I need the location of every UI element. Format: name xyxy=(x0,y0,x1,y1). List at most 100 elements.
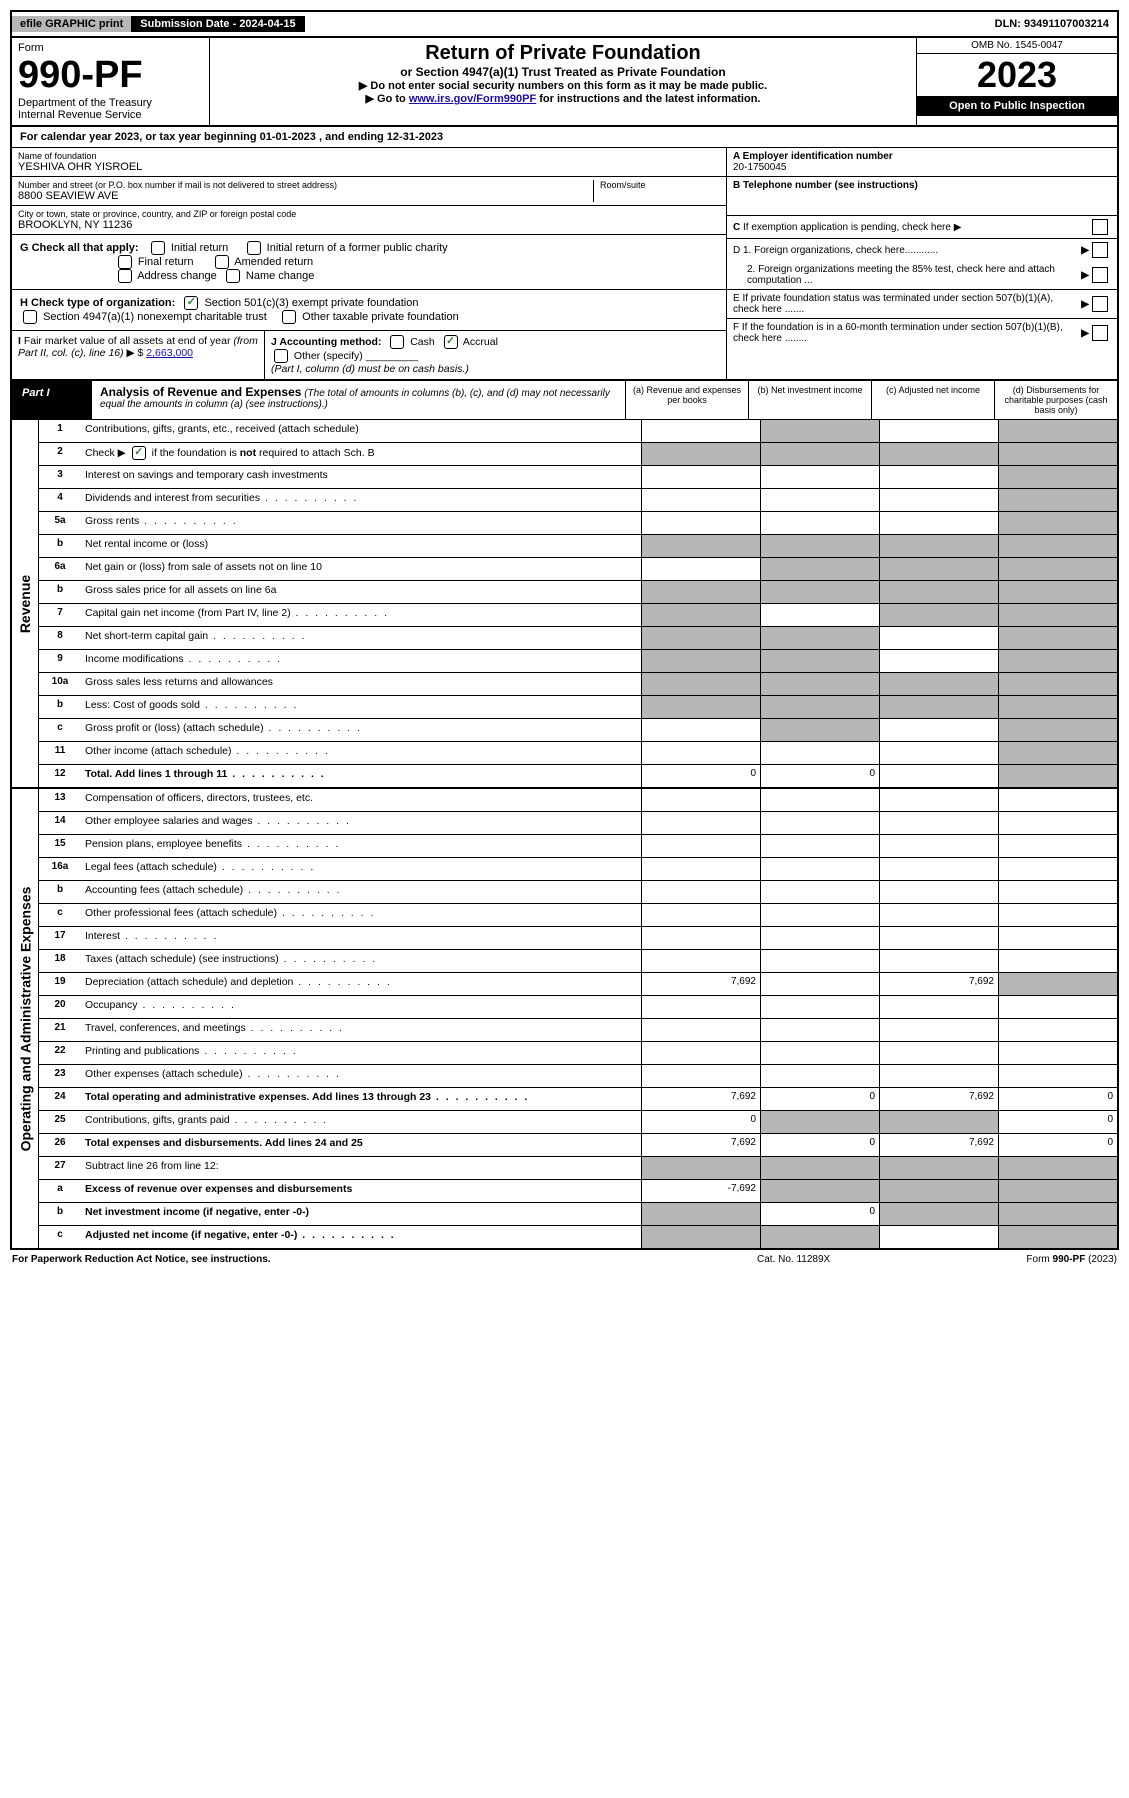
row-15-desc: Pension plans, employee benefits xyxy=(81,835,641,857)
row-23-desc: Other expenses (attach schedule) xyxy=(81,1065,641,1087)
paperwork-notice: For Paperwork Reduction Act Notice, see … xyxy=(12,1254,757,1265)
foreign-85-checkbox[interactable] xyxy=(1092,267,1108,283)
row-6a-desc: Net gain or (loss) from sale of assets n… xyxy=(81,558,641,580)
row-13-desc: Compensation of officers, directors, tru… xyxy=(81,789,641,811)
col-b-header: (b) Net investment income xyxy=(748,381,871,419)
col-d-header: (d) Disbursements for charitable purpose… xyxy=(994,381,1117,419)
phone-label: B Telephone number (see instructions) xyxy=(733,180,918,191)
top-bar: efile GRAPHIC print Submission Date - 20… xyxy=(10,10,1119,38)
name-label: Name of foundation xyxy=(18,151,720,161)
amended-return-checkbox[interactable] xyxy=(215,255,229,269)
row-19-desc: Depreciation (attach schedule) and deple… xyxy=(81,973,641,995)
dept-label: Department of the Treasury xyxy=(18,97,203,109)
initial-return-checkbox[interactable] xyxy=(151,241,165,255)
expenses-side-label: Operating and Administrative Expenses xyxy=(12,789,39,1248)
row-10b-desc: Less: Cost of goods sold xyxy=(81,696,641,718)
row-26-desc: Total expenses and disbursements. Add li… xyxy=(81,1134,641,1156)
accrual-checkbox[interactable]: ✓ xyxy=(444,335,458,349)
calendar-year-line: For calendar year 2023, or tax year begi… xyxy=(10,127,1119,148)
exemption-pending-label: C If exemption application is pending, c… xyxy=(733,222,1089,233)
submission-date: Submission Date - 2024-04-15 xyxy=(132,16,304,32)
row-11-desc: Other income (attach schedule) xyxy=(81,742,641,764)
d2-label: 2. Foreign organizations meeting the 85%… xyxy=(733,264,1081,286)
r24-col-b: 0 xyxy=(760,1088,879,1110)
r26-col-c: 7,692 xyxy=(879,1134,998,1156)
row-16a-desc: Legal fees (attach schedule) xyxy=(81,858,641,880)
irs-label: Internal Revenue Service xyxy=(18,109,203,121)
col-c-header: (c) Adjusted net income xyxy=(871,381,994,419)
60month-checkbox[interactable] xyxy=(1092,325,1108,341)
schb-checkbox[interactable]: ✓ xyxy=(132,446,146,460)
f-label: F If the foundation is in a 60-month ter… xyxy=(733,322,1081,344)
catalog-number: Cat. No. 11289X xyxy=(757,1254,957,1265)
r27b-col-b: 0 xyxy=(760,1203,879,1225)
row-10a-desc: Gross sales less returns and allowances xyxy=(81,673,641,695)
fmv-link[interactable]: 2,663,000 xyxy=(146,347,193,359)
col-a-header: (a) Revenue and expenses per books xyxy=(625,381,748,419)
row-24-desc: Total operating and administrative expen… xyxy=(81,1088,641,1110)
r26-col-b: 0 xyxy=(760,1134,879,1156)
r12-col-b: 0 xyxy=(760,765,879,787)
r12-col-a: 0 xyxy=(641,765,760,787)
4947-checkbox[interactable] xyxy=(23,310,37,324)
501c3-checkbox[interactable]: ✓ xyxy=(184,296,198,310)
other-method-checkbox[interactable] xyxy=(274,349,288,363)
row-8-desc: Net short-term capital gain xyxy=(81,627,641,649)
city-label: City or town, state or province, country… xyxy=(18,209,720,219)
initial-pubcharity-checkbox[interactable] xyxy=(247,241,261,255)
name-change-checkbox[interactable] xyxy=(226,269,240,283)
d1-label: D 1. Foreign organizations, check here..… xyxy=(733,245,1081,256)
cash-checkbox[interactable] xyxy=(390,335,404,349)
row-27b-desc: Net investment income (if negative, ente… xyxy=(81,1203,641,1225)
revenue-side-label: Revenue xyxy=(12,420,39,787)
r19-col-c: 7,692 xyxy=(879,973,998,995)
room-label: Room/suite xyxy=(600,180,720,190)
row-25-desc: Contributions, gifts, grants paid xyxy=(81,1111,641,1133)
address-change-checkbox[interactable] xyxy=(118,269,132,283)
row-6b-desc: Gross sales price for all assets on line… xyxy=(81,581,641,603)
ein-value: 20-1750045 xyxy=(733,162,786,173)
g-check-row: G Check all that apply: Initial return I… xyxy=(12,235,726,290)
row-18-desc: Taxes (attach schedule) (see instruction… xyxy=(81,950,641,972)
row-3-desc: Interest on savings and temporary cash i… xyxy=(81,466,641,488)
row-5a-desc: Gross rents xyxy=(81,512,641,534)
hij-block: H Check type of organization: ✓ Section … xyxy=(10,290,1119,381)
row-12-desc: Total. Add lines 1 through 11 xyxy=(81,765,641,787)
row-16b-desc: Accounting fees (attach schedule) xyxy=(81,881,641,903)
form-header: Form 990-PF Department of the Treasury I… xyxy=(10,38,1119,127)
entity-block: Name of foundation YESHIVA OHR YISROEL N… xyxy=(10,148,1119,290)
ein-label: A Employer identification number xyxy=(733,151,893,162)
row-27c-desc: Adjusted net income (if negative, enter … xyxy=(81,1226,641,1248)
row-21-desc: Travel, conferences, and meetings xyxy=(81,1019,641,1041)
row-9-desc: Income modifications xyxy=(81,650,641,672)
status-terminated-checkbox[interactable] xyxy=(1092,296,1108,312)
final-return-checkbox[interactable] xyxy=(118,255,132,269)
irs-link[interactable]: www.irs.gov/Form990PF xyxy=(409,93,536,105)
r27a-col-a: -7,692 xyxy=(641,1180,760,1202)
row-1-desc: Contributions, gifts, grants, etc., rece… xyxy=(81,420,641,442)
row-7-desc: Capital gain net income (from Part IV, l… xyxy=(81,604,641,626)
part1-header: Part I Analysis of Revenue and Expenses … xyxy=(10,381,1119,420)
r19-col-a: 7,692 xyxy=(641,973,760,995)
page-footer: For Paperwork Reduction Act Notice, see … xyxy=(10,1250,1119,1269)
cash-basis-note: (Part I, column (d) must be on cash basi… xyxy=(271,363,469,375)
foreign-org-checkbox[interactable] xyxy=(1092,242,1108,258)
e-label: E If private foundation status was termi… xyxy=(733,293,1081,315)
form-ref: Form 990-PF (2023) xyxy=(957,1254,1117,1265)
row-4-desc: Dividends and interest from securities xyxy=(81,489,641,511)
ssn-note: ▶ Do not enter social security numbers o… xyxy=(218,79,908,92)
row-22-desc: Printing and publications xyxy=(81,1042,641,1064)
row-27a-desc: Excess of revenue over expenses and disb… xyxy=(81,1180,641,1202)
row-17-desc: Interest xyxy=(81,927,641,949)
row-14-desc: Other employee salaries and wages xyxy=(81,812,641,834)
other-taxable-checkbox[interactable] xyxy=(282,310,296,324)
omb-number: OMB No. 1545-0047 xyxy=(917,38,1117,54)
tax-year: 2023 xyxy=(917,54,1117,96)
row-16c-desc: Other professional fees (attach schedule… xyxy=(81,904,641,926)
inspection-label: Open to Public Inspection xyxy=(917,96,1117,116)
revenue-section: Revenue 1Contributions, gifts, grants, e… xyxy=(10,420,1119,789)
exemption-pending-checkbox[interactable] xyxy=(1092,219,1108,235)
city-state-zip: BROOKLYN, NY 11236 xyxy=(18,219,720,231)
efile-print-button[interactable]: efile GRAPHIC print xyxy=(12,16,132,32)
part1-title: Analysis of Revenue and Expenses xyxy=(100,385,301,399)
